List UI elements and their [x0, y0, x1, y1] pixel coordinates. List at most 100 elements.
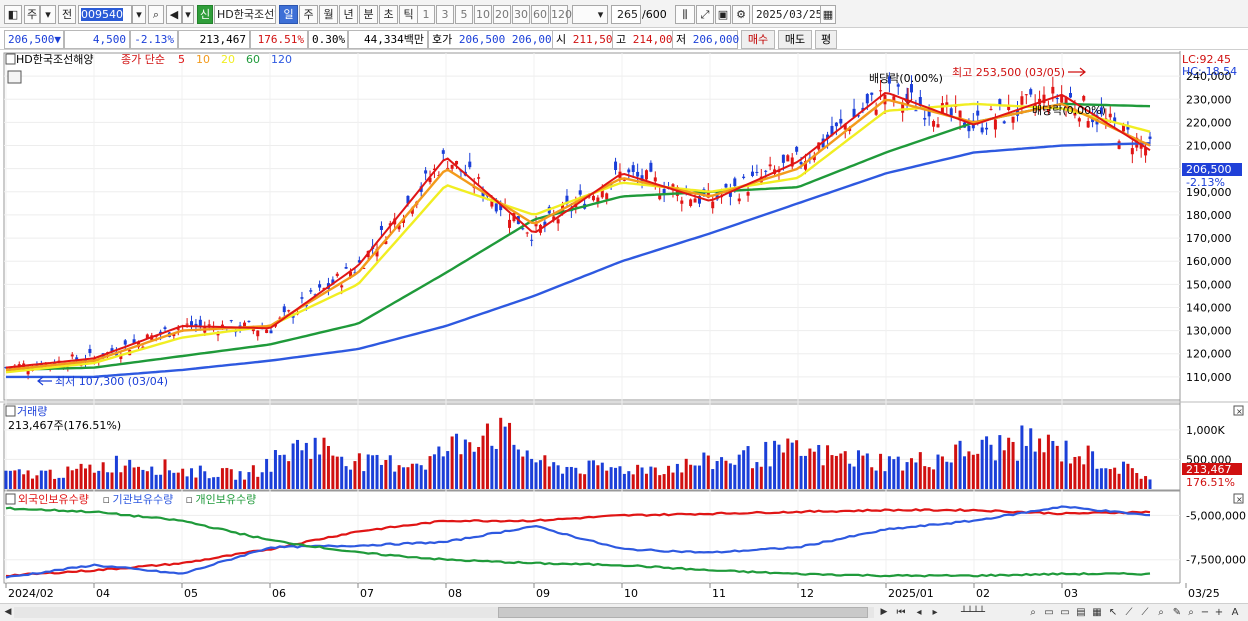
period-tab-4[interactable]: 분	[359, 5, 378, 24]
candle-body[interactable]	[896, 84, 900, 87]
holdings-pane-toggle-icon[interactable]	[5, 493, 16, 505]
candle-body[interactable]	[940, 103, 944, 113]
period-tab-0[interactable]: 일	[279, 5, 298, 24]
candle-body[interactable]	[534, 223, 538, 227]
candle-body[interactable]	[644, 170, 648, 180]
volume-bar[interactable]	[415, 463, 419, 489]
volume-bar[interactable]	[852, 466, 856, 489]
candle-body[interactable]	[755, 171, 759, 173]
candle-body[interactable]	[70, 354, 74, 357]
volume-bar[interactable]	[1015, 460, 1019, 489]
volume-bar[interactable]	[154, 474, 158, 489]
volume-bar[interactable]	[247, 472, 251, 489]
zoom-in-icon[interactable]: ⌕	[1188, 607, 1194, 618]
volume-bar[interactable]	[786, 438, 790, 489]
ma-line-60[interactable]	[5, 102, 1151, 372]
volume-bar[interactable]	[1002, 450, 1006, 489]
zoom-search-icon[interactable]: ⌕	[1030, 607, 1036, 618]
volume-bar[interactable]	[693, 465, 697, 489]
volume-bar[interactable]	[547, 466, 551, 489]
volume-bar[interactable]	[31, 478, 35, 489]
volume-bar[interactable]	[287, 461, 291, 489]
candle-body[interactable]	[795, 146, 799, 152]
volume-bar[interactable]	[216, 476, 220, 489]
candle-body[interactable]	[282, 306, 286, 313]
volume-bar[interactable]	[795, 440, 799, 489]
scroll-right-icon[interactable]: ▶	[880, 607, 888, 617]
candle-body[interactable]	[923, 117, 927, 120]
volume-bar[interactable]	[132, 467, 136, 489]
volume-bar[interactable]	[375, 454, 379, 489]
candle-body[interactable]	[379, 225, 383, 230]
candle-body[interactable]	[256, 330, 260, 337]
volume-bar[interactable]	[508, 422, 512, 489]
candle-body[interactable]	[750, 171, 754, 176]
volume-bar[interactable]	[892, 459, 896, 489]
volume-bar[interactable]	[190, 468, 194, 489]
candle-body[interactable]	[468, 161, 472, 168]
volume-bar[interactable]	[331, 455, 335, 489]
volume-bar[interactable]	[75, 468, 79, 489]
volume-bar[interactable]	[583, 474, 587, 489]
candle-body[interactable]	[874, 109, 878, 115]
candle-body[interactable]	[649, 162, 653, 172]
candle-body[interactable]	[552, 216, 556, 220]
candle-body[interactable]	[693, 198, 697, 203]
candle-body[interactable]	[521, 228, 525, 230]
volume-bar[interactable]	[962, 456, 966, 489]
candle-body[interactable]	[826, 134, 830, 140]
candle-body[interactable]	[914, 110, 918, 112]
volume-bar[interactable]	[764, 441, 768, 489]
volume-bar[interactable]	[940, 456, 944, 489]
volume-bar[interactable]	[194, 477, 198, 489]
volume-close-icon[interactable]	[1233, 405, 1244, 416]
candle-body[interactable]	[1144, 147, 1148, 156]
chart-type-icon[interactable]: ⫼	[675, 5, 695, 24]
candle-body[interactable]	[622, 179, 626, 181]
speaker-icon[interactable]: ◀	[166, 5, 182, 24]
volume-bar[interactable]	[591, 460, 595, 489]
volume-bar[interactable]	[256, 476, 260, 489]
price-pane[interactable]	[3, 52, 1181, 401]
volume-bar[interactable]	[340, 456, 344, 489]
candle-body[interactable]	[768, 164, 772, 167]
volume-bar[interactable]	[569, 466, 573, 489]
scroll-first-icon[interactable]: ⏮	[896, 607, 906, 618]
count-input[interactable]: 265	[611, 5, 641, 24]
volume-bar[interactable]	[865, 453, 869, 489]
volume-bar[interactable]	[477, 446, 481, 489]
volume-bar[interactable]	[322, 437, 326, 489]
volume-bar[interactable]	[39, 470, 43, 489]
candle-body[interactable]	[494, 203, 498, 212]
candle-body[interactable]	[304, 305, 308, 307]
volume-bar[interactable]	[609, 467, 613, 489]
volume-bar[interactable]	[273, 450, 277, 489]
volume-bar[interactable]	[848, 463, 852, 489]
volume-bar[interactable]	[927, 467, 931, 489]
volume-bar[interactable]	[1148, 479, 1152, 489]
volume-bar[interactable]	[1135, 473, 1139, 489]
volume-bar[interactable]	[344, 466, 348, 489]
save-icon[interactable]: ▣	[715, 5, 731, 24]
volume-bar[interactable]	[1060, 461, 1064, 489]
volume-bar[interactable]	[1082, 464, 1086, 489]
volume-bar[interactable]	[362, 471, 366, 489]
candle-body[interactable]	[733, 178, 737, 187]
candle-body[interactable]	[499, 202, 503, 211]
volume-bar[interactable]	[326, 445, 330, 489]
candle-body[interactable]	[605, 193, 609, 200]
volume-bar[interactable]	[552, 462, 556, 489]
candle-body[interactable]	[428, 177, 432, 183]
volume-bar[interactable]	[658, 475, 662, 489]
volume-bar[interactable]	[521, 456, 525, 489]
candle-body[interactable]	[1099, 107, 1103, 115]
candle-body[interactable]	[1130, 148, 1134, 155]
volume-bar[interactable]	[1038, 438, 1042, 489]
volume-bar[interactable]	[618, 466, 622, 489]
candle-body[interactable]	[318, 284, 322, 288]
candle-body[interactable]	[172, 333, 176, 337]
volume-bar[interactable]	[706, 455, 710, 489]
volume-bar[interactable]	[468, 442, 472, 489]
grid-toggle-icon[interactable]	[7, 70, 22, 84]
volume-bar[interactable]	[1121, 461, 1125, 489]
